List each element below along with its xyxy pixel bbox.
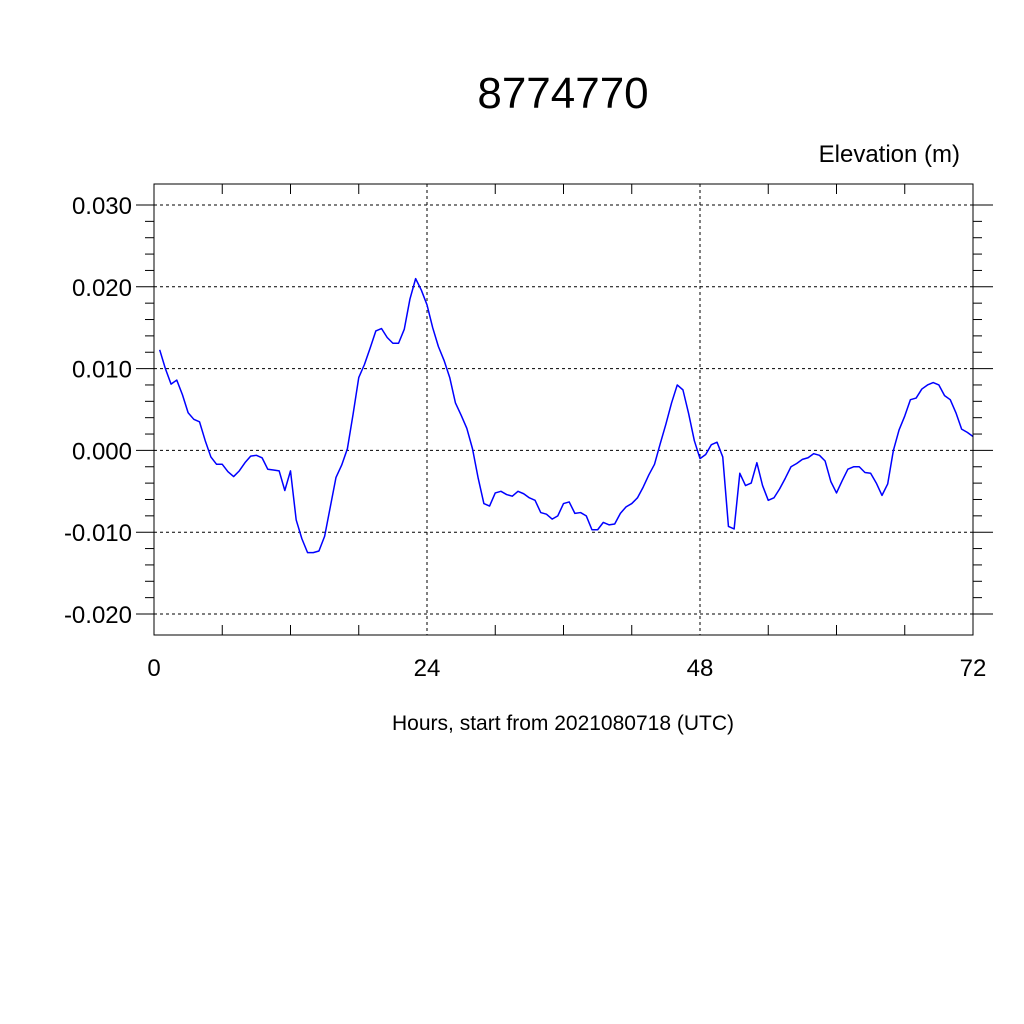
y-axis-label: Elevation (m) — [819, 141, 960, 168]
x-tick-label: 24 — [414, 655, 441, 682]
y-tick-label: -0.020 — [64, 602, 132, 629]
y-tick-label: 0.010 — [72, 357, 132, 384]
y-tick-label: -0.010 — [64, 520, 132, 547]
x-tick-label: 48 — [687, 655, 714, 682]
plot-frame — [153, 183, 974, 636]
ticks-layer — [136, 184, 993, 635]
x-tick-label: 0 — [147, 655, 160, 682]
chart-title: 8774770 — [477, 69, 648, 118]
y-tick-label: 0.020 — [72, 275, 132, 302]
y-tick-label: 0.030 — [72, 193, 132, 220]
tick-labels-layer: -0.020 -0.010 0.000 0.010 0.020 0.030 0 24 48 72 — [64, 193, 986, 682]
y-tick-label: 0.000 — [72, 438, 132, 465]
series-line — [158, 277, 974, 554]
x-tick-label: 72 — [960, 655, 987, 682]
x-axis-label: Hours, start from 2021080718 (UTC) — [392, 712, 734, 735]
grid-layer — [153, 184, 974, 635]
series-layer — [158, 277, 974, 554]
